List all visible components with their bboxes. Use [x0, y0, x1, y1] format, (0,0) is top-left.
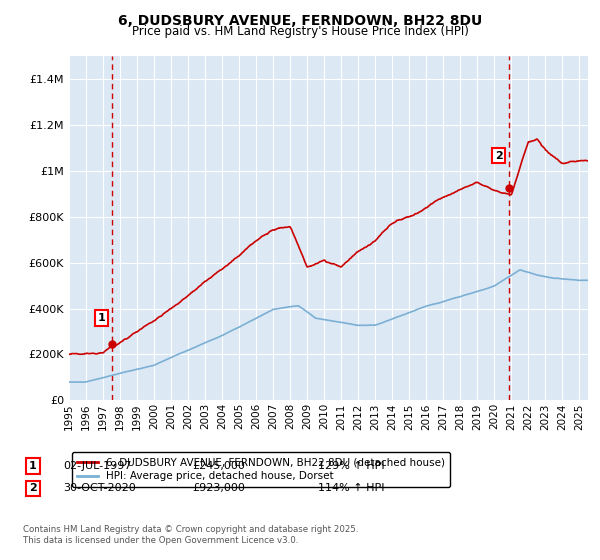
Text: 2: 2 [495, 151, 503, 161]
Legend: 6, DUDSBURY AVENUE, FERNDOWN, BH22 8DU (detached house), HPI: Average price, det: 6, DUDSBURY AVENUE, FERNDOWN, BH22 8DU (… [71, 452, 450, 487]
Text: £245,000: £245,000 [192, 461, 245, 471]
Text: 02-JUL-1997: 02-JUL-1997 [63, 461, 131, 471]
Text: 6, DUDSBURY AVENUE, FERNDOWN, BH22 8DU: 6, DUDSBURY AVENUE, FERNDOWN, BH22 8DU [118, 14, 482, 28]
Text: 1: 1 [98, 313, 106, 323]
Text: Contains HM Land Registry data © Crown copyright and database right 2025.
This d: Contains HM Land Registry data © Crown c… [23, 525, 358, 545]
Text: Price paid vs. HM Land Registry's House Price Index (HPI): Price paid vs. HM Land Registry's House … [131, 25, 469, 38]
Text: 30-OCT-2020: 30-OCT-2020 [63, 483, 136, 493]
Text: 2: 2 [29, 483, 37, 493]
Text: 1: 1 [29, 461, 37, 471]
Text: £923,000: £923,000 [192, 483, 245, 493]
Text: 129% ↑ HPI: 129% ↑ HPI [318, 461, 385, 471]
Text: 114% ↑ HPI: 114% ↑ HPI [318, 483, 385, 493]
